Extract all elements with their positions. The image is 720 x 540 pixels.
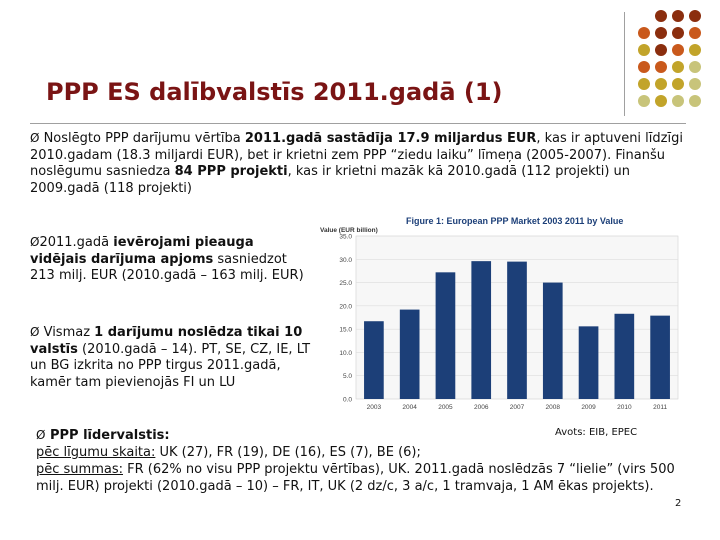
by-sum-label: pēc summas: [36, 462, 123, 477]
text: Vismaz [39, 325, 95, 340]
bullet-countries: Ø Vismaz 1 darījumu noslēdza tikai 10 va… [30, 324, 312, 391]
decorative-dot [672, 95, 684, 107]
bullet-leading-countries: Ø PPP līdervalstis: pēc līgumu skaita: U… [36, 427, 706, 495]
leaders-heading: PPP līdervalstis: [45, 428, 170, 443]
arrow-bullet-icon: Ø [30, 131, 40, 145]
bar-2009 [578, 326, 599, 399]
decorative-dot [672, 44, 684, 56]
bar-2008 [542, 282, 563, 399]
arrow-bullet-icon: Ø [36, 428, 46, 442]
bold-text: ievērojami pieauga vidējais darījuma apj… [30, 235, 254, 267]
decorative-dot [655, 44, 667, 56]
x-tick-label: 2003 [367, 404, 382, 411]
arrow-bullet-icon: Ø [30, 235, 40, 249]
arrow-bullet-icon: Ø [30, 325, 40, 339]
text: , kas ir krietni mazāk kā 2010.gadā (112… [30, 164, 631, 196]
text: , kas ir aptuveni līdzīgi 2010.gadam (18… [30, 131, 683, 179]
y-axis-label: Value (EUR billion) [320, 227, 378, 234]
x-tick-label: 2007 [510, 404, 525, 411]
bar-2003 [364, 321, 384, 399]
decorative-dot [655, 10, 667, 22]
y-tick-label: 25.0 [339, 280, 352, 287]
x-tick-label: 2006 [474, 404, 489, 411]
by-count-label: pēc līgumu skaita: [36, 445, 156, 460]
decorative-dot [672, 78, 684, 90]
x-tick-label: 2008 [546, 404, 561, 411]
ppp-market-bar-chart: Figure 1: European PPP Market 2003 2011 … [318, 216, 688, 416]
y-tick-label: 15.0 [339, 327, 352, 334]
bold-text: 1 darījumu noslēdza tikai 10 valstīs [30, 325, 303, 357]
bar-2010 [614, 313, 635, 399]
bullet-text: 2011.gadā ievērojami pieauga vidējais da… [30, 235, 304, 283]
decorative-dot [638, 95, 650, 107]
decorative-dot [638, 27, 650, 39]
title-divider-horizontal [30, 123, 686, 124]
x-tick-label: 2010 [617, 404, 632, 411]
decorative-dot [689, 27, 701, 39]
bold-text: 84 PPP projekti [174, 164, 288, 179]
bar-2011 [650, 315, 670, 399]
title-divider-vertical [624, 12, 625, 116]
text: Noslēgto PPP darījumu vērtība [39, 131, 245, 146]
slide-title: PPP ES dalībvalstīs 2011.gadā (1) [46, 78, 503, 106]
y-tick-label: 0.0 [343, 397, 352, 404]
decorative-dot [689, 10, 701, 22]
decorative-dot [689, 95, 701, 107]
decorative-dot [655, 61, 667, 73]
y-tick-label: 10.0 [339, 350, 352, 357]
text: 2011.gadā [39, 235, 114, 250]
decorative-dot [672, 27, 684, 39]
bar-2007 [507, 261, 527, 399]
y-tick-label: 5.0 [343, 373, 352, 380]
bold-text: 2011.gadā sastādīja 17.9 miljardus EUR [244, 131, 537, 146]
decorative-dot [689, 61, 701, 73]
chart-title: Figure 1: European PPP Market 2003 2011 … [406, 216, 623, 226]
bar-2005 [435, 272, 456, 399]
decorative-dot-grid [638, 10, 718, 114]
bar-2006 [471, 261, 492, 399]
decorative-dot [655, 78, 667, 90]
source-note: Avots: EIB, EPEC [555, 427, 638, 438]
text: (2010.gadā – 14). PT, SE, CZ, IE, LT un … [30, 341, 311, 390]
by-count-text: UK (27), FR (19), DE (16), ES (7), BE (6… [155, 445, 421, 460]
y-tick-label: 35.0 [339, 234, 352, 241]
by-sum-text: FR (62% no visu PPP projektu vērtības), … [36, 462, 675, 494]
decorative-dot [655, 27, 667, 39]
y-tick-label: 20.0 [339, 303, 352, 310]
decorative-dot [638, 44, 650, 56]
bullet-text: Vismaz 1 darījumu noslēdza tikai 10 vals… [30, 325, 310, 390]
decorative-dot [689, 78, 701, 90]
decorative-dot [655, 95, 667, 107]
x-tick-label: 2009 [581, 404, 596, 411]
x-tick-label: 2011 [653, 404, 667, 411]
y-tick-label: 30.0 [339, 257, 352, 264]
x-tick-label: 2005 [438, 404, 453, 411]
decorative-dot [638, 61, 650, 73]
decorative-dot [689, 44, 701, 56]
bullet-text: Noslēgto PPP darījumu vērtība 2011.gadā … [30, 131, 683, 196]
bar-2004 [399, 309, 420, 399]
x-tick-label: 2004 [402, 404, 417, 411]
bullet-average-deal: Ø2011.gadā ievērojami pieauga vidējais d… [30, 234, 312, 285]
page-number: 2 [675, 498, 682, 509]
decorative-dot [672, 61, 684, 73]
decorative-dot [638, 78, 650, 90]
bullet-ppp-value: Ø Noslēgto PPP darījumu vērtība 2011.gad… [30, 130, 690, 197]
text: sasniedzot 213 milj. EUR (2010.gadā – 16… [30, 251, 304, 284]
decorative-dot [672, 10, 684, 22]
